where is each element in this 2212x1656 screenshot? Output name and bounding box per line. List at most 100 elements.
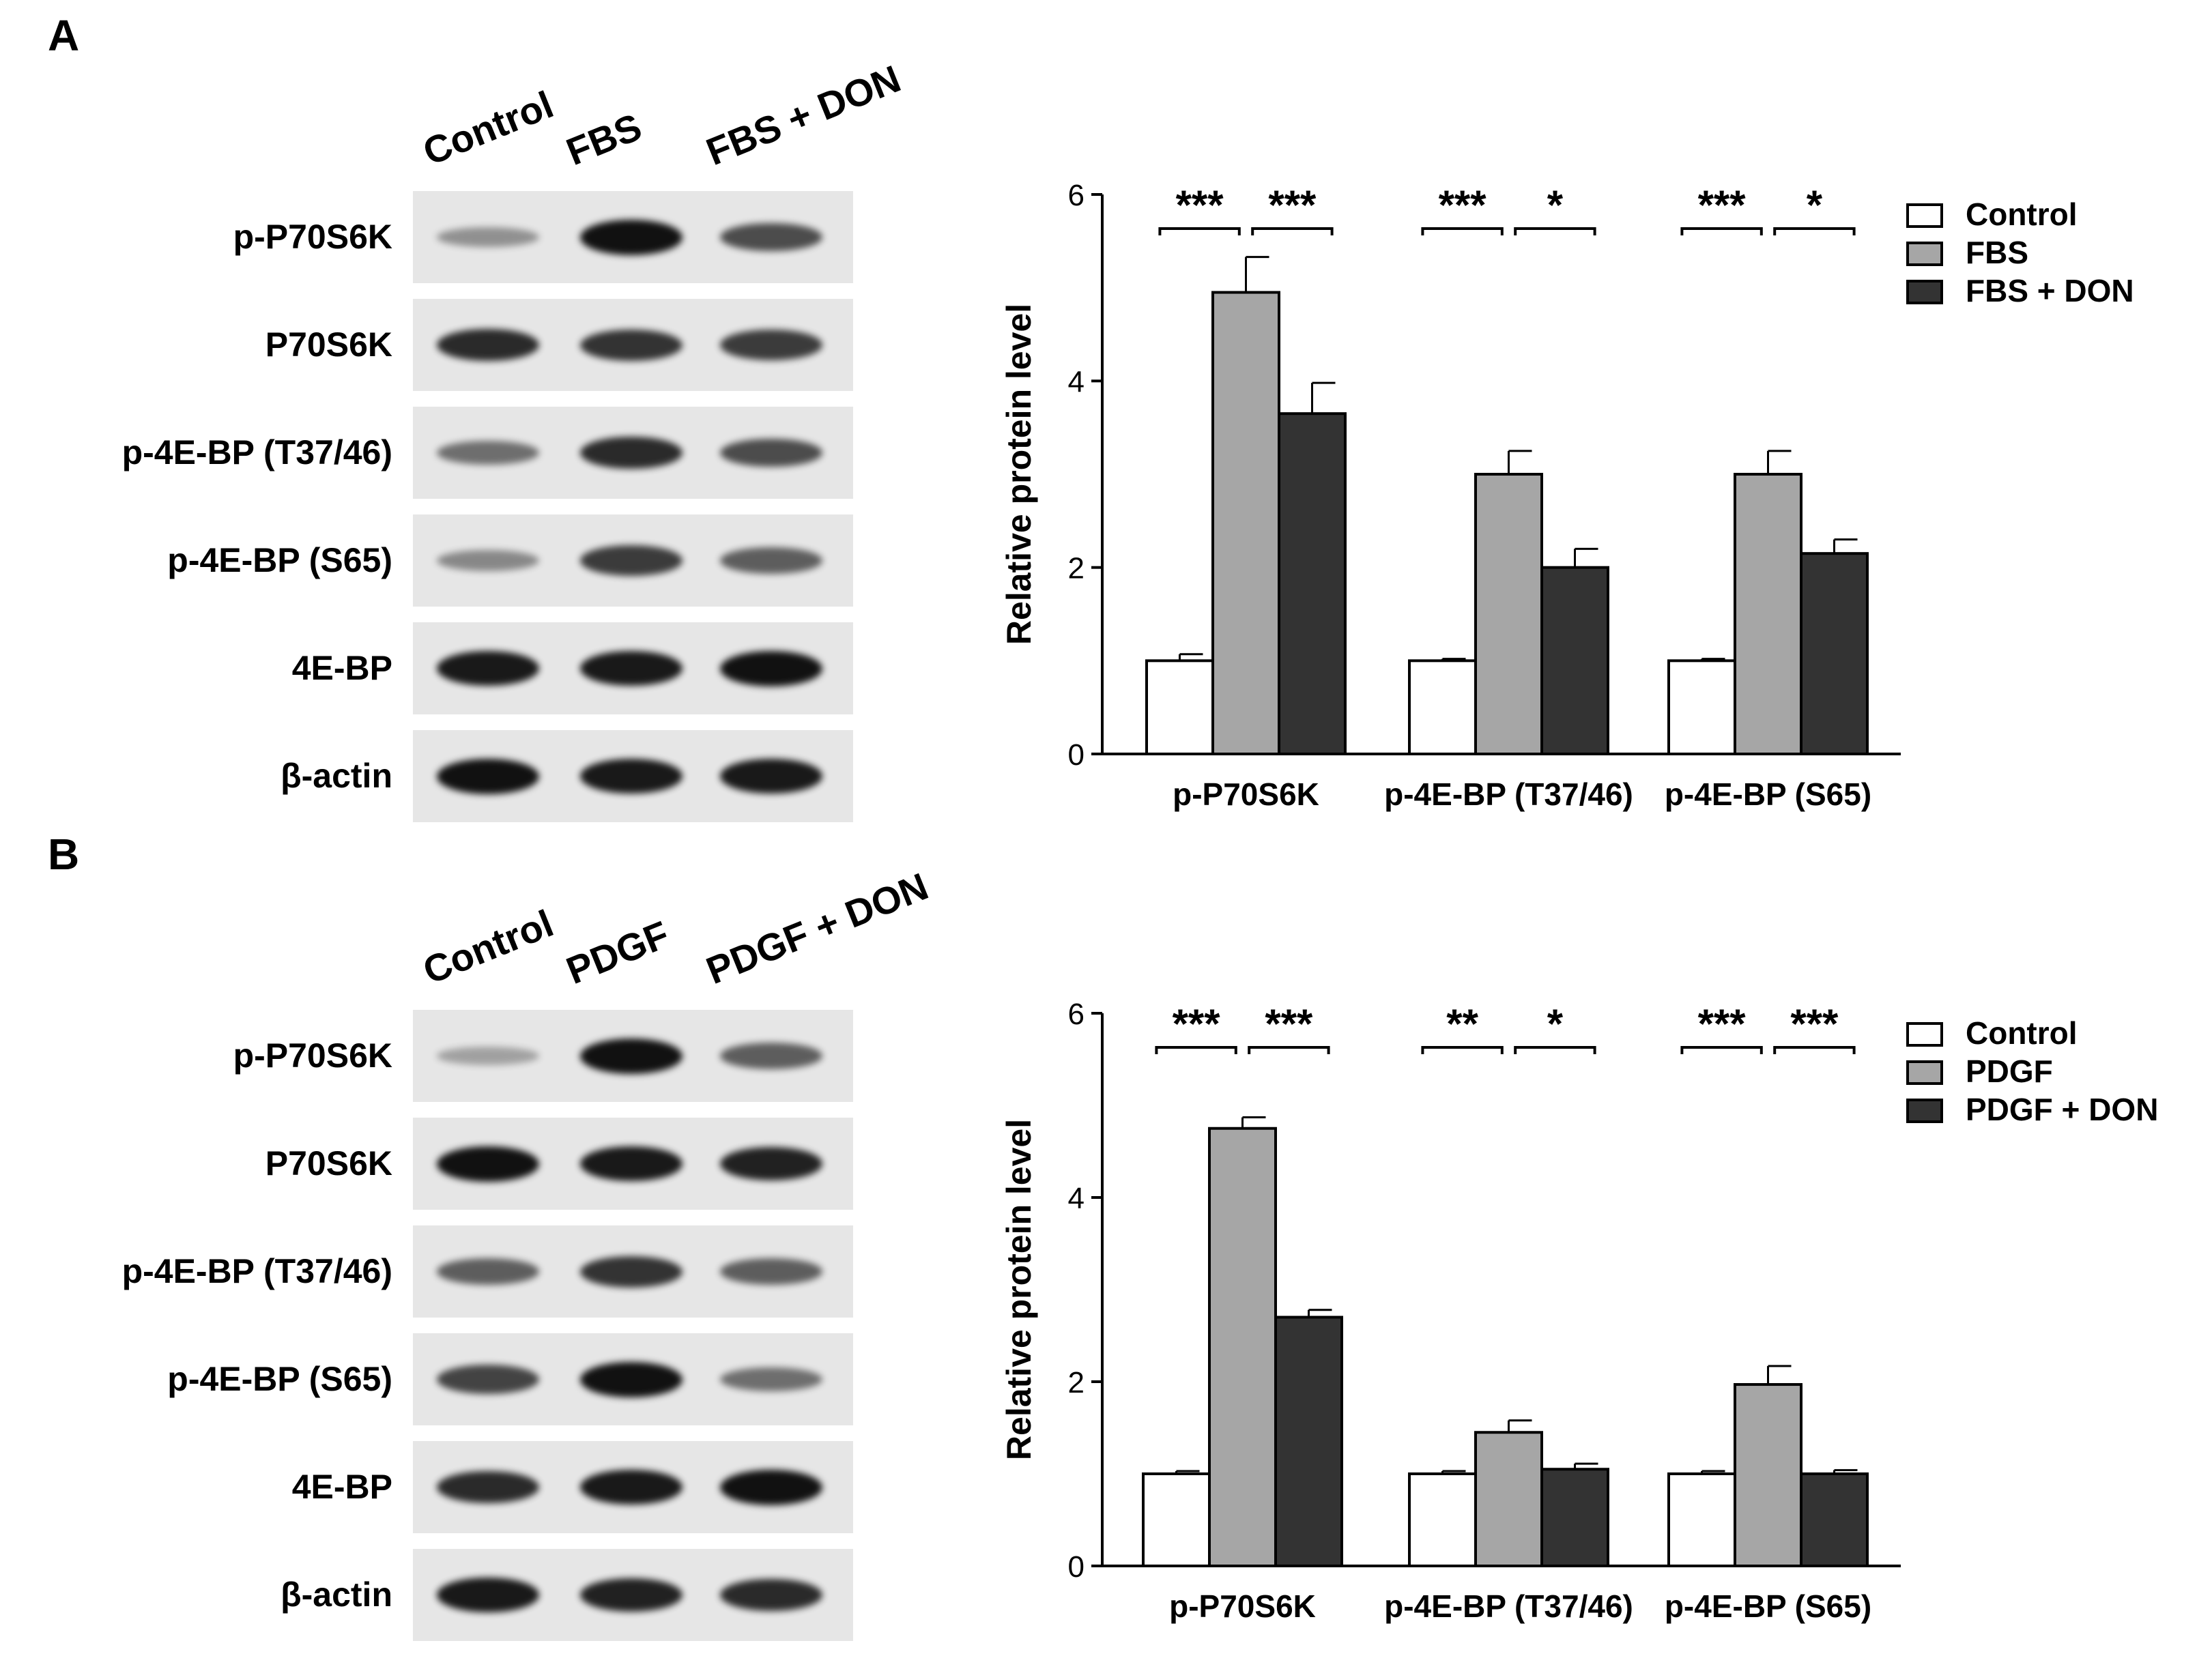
bar bbox=[1667, 659, 1736, 755]
bar bbox=[1540, 566, 1609, 756]
significance-label: *** bbox=[1268, 182, 1317, 228]
y-tick-label: 0 bbox=[1068, 1550, 1085, 1584]
blot-strip bbox=[413, 514, 853, 607]
blot-band bbox=[720, 1469, 822, 1505]
blot-strip bbox=[413, 1225, 853, 1318]
blot-band bbox=[720, 759, 822, 794]
significance-label: * bbox=[1547, 1001, 1564, 1047]
legend-swatch bbox=[1906, 1099, 1943, 1123]
panel-letter-b: B bbox=[48, 830, 80, 879]
lane-header: PDGF bbox=[560, 912, 675, 993]
y-tick-label: 2 bbox=[1068, 552, 1085, 585]
bar bbox=[1800, 1472, 1869, 1567]
blot-row-label: p-4E-BP (T37/46) bbox=[121, 433, 392, 471]
legend-label: Control bbox=[1966, 1015, 2078, 1051]
y-tick-label: 0 bbox=[1068, 738, 1085, 772]
significance-bracket bbox=[1248, 1046, 1330, 1054]
blot-band bbox=[437, 550, 539, 571]
significance-bracket bbox=[1773, 227, 1856, 235]
blot-band bbox=[437, 1470, 539, 1504]
blot-band bbox=[580, 1470, 683, 1505]
blot-band bbox=[580, 651, 683, 686]
blot-strip bbox=[413, 1010, 853, 1102]
blot-band bbox=[437, 1578, 539, 1612]
blot-band bbox=[580, 1255, 683, 1288]
bar bbox=[1800, 552, 1869, 756]
bar bbox=[1540, 1468, 1609, 1567]
blot-band bbox=[437, 1258, 539, 1285]
x-tick-label: p-P70S6K bbox=[1173, 776, 1319, 812]
bar bbox=[1208, 1127, 1277, 1567]
blot-band bbox=[580, 1146, 683, 1181]
bar bbox=[1474, 1431, 1543, 1567]
significance-bracket bbox=[1514, 227, 1596, 235]
legend-swatch bbox=[1906, 1022, 1943, 1047]
y-tick-label: 6 bbox=[1068, 179, 1085, 212]
blot-band bbox=[720, 222, 822, 252]
lane-header: PDGF + DON bbox=[700, 864, 934, 993]
significance-bracket bbox=[1773, 1046, 1856, 1054]
lane-header: Control bbox=[417, 901, 560, 993]
legend-swatch bbox=[1906, 1060, 1943, 1085]
blot-band bbox=[437, 651, 539, 686]
significance-label: * bbox=[1807, 182, 1823, 228]
blot-row-label: p-4E-BP (S65) bbox=[167, 541, 392, 579]
blot-band bbox=[437, 440, 539, 465]
blot-band bbox=[720, 1043, 822, 1069]
significance-label: *** bbox=[1176, 182, 1224, 228]
blot-row-label: β-actin bbox=[281, 1575, 392, 1614]
blot-row-label: p-P70S6K bbox=[233, 1036, 392, 1075]
lane-header: Control bbox=[417, 83, 560, 174]
blot-band bbox=[437, 758, 539, 794]
y-tick-label: 4 bbox=[1068, 1182, 1085, 1215]
x-tick-label: p-4E-BP (T37/46) bbox=[1384, 776, 1633, 812]
significance-bracket bbox=[1421, 1046, 1504, 1054]
legend-swatch bbox=[1906, 280, 1943, 304]
bar bbox=[1408, 659, 1477, 755]
bar bbox=[1278, 412, 1347, 755]
significance-label: *** bbox=[1698, 1001, 1747, 1047]
legend-label: FBS bbox=[1966, 235, 2028, 270]
legend-label: PDGF bbox=[1966, 1054, 2053, 1089]
blot-strip bbox=[413, 299, 853, 391]
blot-band bbox=[720, 330, 822, 360]
blot-strip bbox=[413, 730, 853, 822]
blot-band bbox=[580, 219, 683, 255]
legend-swatch bbox=[1906, 242, 1943, 266]
blot-band bbox=[437, 227, 539, 248]
x-tick-label: p-4E-BP (S65) bbox=[1665, 1588, 1871, 1624]
significance-label: *** bbox=[1698, 182, 1747, 228]
blot-band bbox=[720, 547, 822, 574]
significance-bracket bbox=[1514, 1046, 1596, 1054]
blot-band bbox=[720, 438, 822, 467]
significance-bracket bbox=[1251, 227, 1334, 235]
blot-band bbox=[580, 329, 683, 361]
legend-label: Control bbox=[1966, 197, 2078, 232]
blot-row-label: β-actin bbox=[281, 757, 392, 795]
blot-strip bbox=[413, 1441, 853, 1533]
blot-strip bbox=[413, 407, 853, 499]
y-axis-label: Relative protein level bbox=[1000, 1119, 1038, 1460]
bar bbox=[1667, 1472, 1736, 1567]
significance-bracket bbox=[1155, 1046, 1237, 1054]
x-tick-label: p-4E-BP (T37/46) bbox=[1384, 1588, 1633, 1624]
blot-row-label: p-P70S6K bbox=[233, 218, 392, 256]
legend-label: PDGF + DON bbox=[1966, 1092, 2158, 1127]
significance-label: ** bbox=[1446, 1001, 1478, 1047]
significance-bracket bbox=[1158, 227, 1241, 235]
blot-band bbox=[580, 1578, 683, 1612]
blot-band bbox=[720, 1578, 822, 1612]
blot-band bbox=[437, 1047, 539, 1065]
blot-strip bbox=[413, 1549, 853, 1641]
blot-band bbox=[720, 1367, 822, 1392]
blot-row-label: 4E-BP bbox=[291, 649, 392, 687]
blot-band bbox=[580, 1361, 683, 1397]
blot-band bbox=[580, 759, 683, 794]
blot-band bbox=[437, 1146, 539, 1182]
blot-row-label: P70S6K bbox=[265, 1144, 392, 1182]
significance-label: *** bbox=[1790, 1001, 1839, 1047]
blot-row-label: p-4E-BP (T37/46) bbox=[121, 1252, 392, 1290]
legend-label: FBS + DON bbox=[1966, 273, 2134, 308]
